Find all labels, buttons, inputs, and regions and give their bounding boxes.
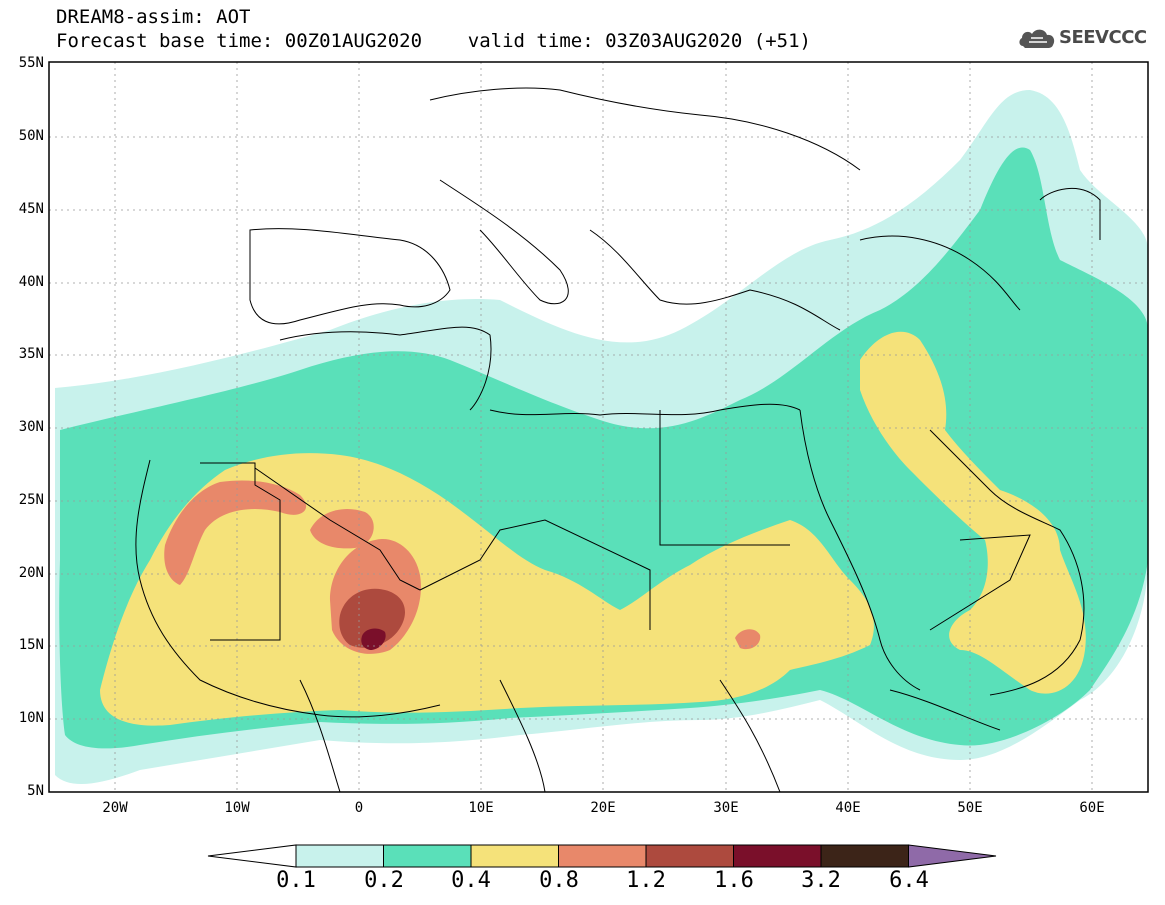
colorbar-label: 6.4 <box>889 868 929 893</box>
lat-label: 55N <box>18 55 44 71</box>
aot-band-0.8-sudan <box>735 629 761 650</box>
colorbar-under-arrow <box>207 844 297 868</box>
lon-label: 40E <box>835 800 861 816</box>
colorbar-swatch-3 <box>470 844 559 868</box>
colorbar-label: 0.2 <box>364 868 404 893</box>
lat-label: 20N <box>18 565 44 581</box>
lon-label: 20E <box>590 800 616 816</box>
colorbar-swatch-7 <box>820 844 909 868</box>
colorbar-label: 3.2 <box>801 868 841 893</box>
lat-label: 40N <box>18 274 44 290</box>
lon-label: 10W <box>224 800 250 816</box>
coastlines <box>135 87 1101 792</box>
map-subtitle: Forecast base time: 00Z01AUG2020 valid t… <box>56 30 811 52</box>
colorbar-label: 1.2 <box>626 868 666 893</box>
colorbar-swatch-4 <box>558 844 647 868</box>
colorbar-swatch-2 <box>383 844 472 868</box>
colorbar-label: 0.8 <box>539 868 579 893</box>
lon-label: 0 <box>354 800 364 816</box>
lat-label: 35N <box>18 346 44 362</box>
aot-band-1.2 <box>339 588 405 648</box>
colorbar-label: 0.1 <box>276 868 316 893</box>
aot-field <box>55 90 1148 785</box>
colorbar-swatch-5 <box>645 844 734 868</box>
lat-label: 45N <box>18 201 44 217</box>
lat-label: 50N <box>18 128 44 144</box>
map-frame <box>48 61 1149 793</box>
aot-band-1.6 <box>361 628 386 650</box>
colorbar-over-arrow <box>908 844 997 868</box>
grid <box>49 62 1148 792</box>
lon-label: 60E <box>1079 800 1105 816</box>
lat-label: 25N <box>18 492 44 508</box>
lon-label: 50E <box>957 800 983 816</box>
aot-band-0.4-east <box>860 331 1086 694</box>
colorbar-label: 1.6 <box>714 868 754 893</box>
logo-text: SEEVCCC <box>1059 27 1147 48</box>
map-title: DREAM8-assim: AOT <box>56 6 251 28</box>
lat-label: 10N <box>18 710 44 726</box>
lat-label: 15N <box>18 637 44 653</box>
lat-label: 30N <box>18 419 44 435</box>
aot-band-0.8-west <box>164 480 307 585</box>
lon-label: 20W <box>102 800 128 816</box>
lat-label: 5N <box>27 783 44 799</box>
colorbar-label: 0.4 <box>451 868 491 893</box>
aot-band-0.4-sahel <box>100 453 874 726</box>
colorbar-swatch-6 <box>733 844 822 868</box>
colorbar <box>207 844 997 868</box>
aot-band-0.8-north <box>310 509 374 549</box>
lon-label: 10E <box>468 800 494 816</box>
cloud-icon <box>1019 29 1055 48</box>
lon-label: 30E <box>713 800 739 816</box>
colorbar-swatch-1 <box>295 844 384 868</box>
